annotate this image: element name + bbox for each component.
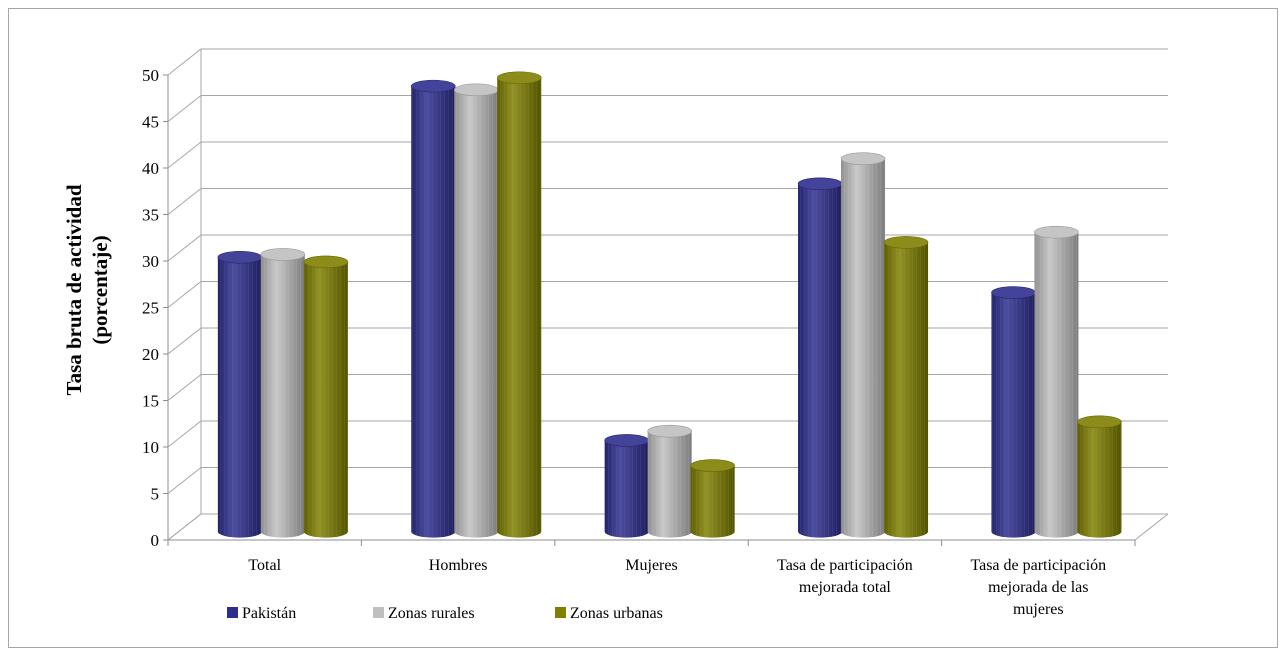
bar-texture	[411, 86, 456, 538]
bar-texture	[604, 440, 649, 538]
bar-top	[217, 250, 263, 264]
x-category-label: Tasa de participación mejorada de las muje…	[970, 557, 1106, 618]
x-axis-categories: Total Hombres Mujeres Tasa de participación…	[248, 557, 1106, 618]
x-category-label: Tasa de participación mejorada total	[777, 557, 913, 596]
y-tick-label: 45	[142, 113, 159, 132]
bar-top	[410, 79, 456, 93]
bar	[604, 434, 649, 538]
gridline	[167, 95, 1168, 122]
bar	[690, 459, 735, 538]
bar-top	[883, 236, 929, 249]
gridline	[167, 48, 1168, 76]
bars	[217, 71, 1122, 538]
legend-swatch	[373, 607, 384, 618]
y-tick-label: 10	[142, 438, 159, 457]
bar-texture	[303, 261, 348, 538]
y-tick-label: 15	[142, 392, 159, 411]
legend-label: Pakistán	[242, 605, 296, 622]
bar-top	[1077, 415, 1122, 429]
gridline	[167, 188, 1168, 215]
legend-item: Pakistán	[227, 605, 296, 622]
bar-texture	[454, 89, 499, 538]
bar	[1077, 415, 1122, 538]
legend-swatch	[555, 607, 566, 618]
bar-texture	[1034, 232, 1079, 538]
bar-top	[1034, 225, 1079, 239]
bar-top	[690, 459, 735, 472]
bar-top	[991, 286, 1036, 299]
bar-top	[303, 255, 349, 269]
bar-top	[496, 71, 542, 85]
legend-swatch	[227, 607, 238, 618]
bar-top	[840, 152, 886, 165]
y-tick-label: 5	[151, 485, 160, 504]
bar-texture	[690, 465, 735, 538]
x-category-label: Mujeres	[625, 557, 677, 574]
y-tick-label: 50	[142, 66, 159, 85]
y-axis-title: Tasa bruta de actividad(porcentaje)	[62, 184, 112, 395]
y-tick-label: 25	[142, 299, 159, 318]
bar	[647, 424, 692, 538]
bar	[260, 248, 306, 538]
bar	[303, 255, 349, 538]
bar-texture	[884, 242, 929, 538]
bar	[217, 250, 263, 538]
bar-texture	[217, 257, 262, 538]
gridline	[167, 141, 1168, 169]
bar-texture	[647, 431, 692, 538]
y-tick-label: 40	[142, 159, 159, 178]
bar	[410, 79, 456, 538]
x-category-label: Total	[248, 557, 281, 574]
bar	[991, 286, 1036, 538]
bar-texture	[841, 158, 886, 538]
legend-label: Zonas urbanas	[570, 605, 663, 622]
y-tick-label: 35	[142, 206, 159, 225]
bar-texture	[260, 254, 305, 538]
bar-top	[453, 83, 499, 97]
bar	[840, 152, 886, 538]
bar-texture	[991, 292, 1036, 538]
y-tick-label: 0	[151, 531, 160, 550]
legend-item: Zonas urbanas	[555, 605, 663, 622]
bar	[496, 71, 542, 538]
legend-item: Zonas rurales	[373, 605, 475, 622]
y-tick-label: 20	[142, 345, 159, 364]
x-category-label: Hombres	[429, 557, 488, 574]
legend: Pakistán Zonas rurales Zonas urbanas	[227, 605, 663, 622]
bar-top	[647, 424, 692, 438]
bar	[797, 177, 843, 538]
bar-top	[797, 177, 843, 191]
legend-label: Zonas rurales	[388, 605, 475, 622]
bar-texture	[1077, 421, 1122, 538]
bar	[453, 83, 499, 538]
y-tick-label: 30	[142, 252, 159, 271]
bar-texture	[497, 77, 542, 538]
bar-texture	[798, 183, 843, 538]
bar-top	[260, 248, 306, 261]
bar-top	[604, 434, 649, 447]
y-axis-label: Tasa bruta de actividad(porcentaje)	[62, 184, 112, 395]
bar	[1034, 225, 1079, 538]
y-axis-ticks: 0 5 10 15 20 25 30 35 40 45 50	[142, 66, 168, 550]
bar	[883, 236, 929, 538]
